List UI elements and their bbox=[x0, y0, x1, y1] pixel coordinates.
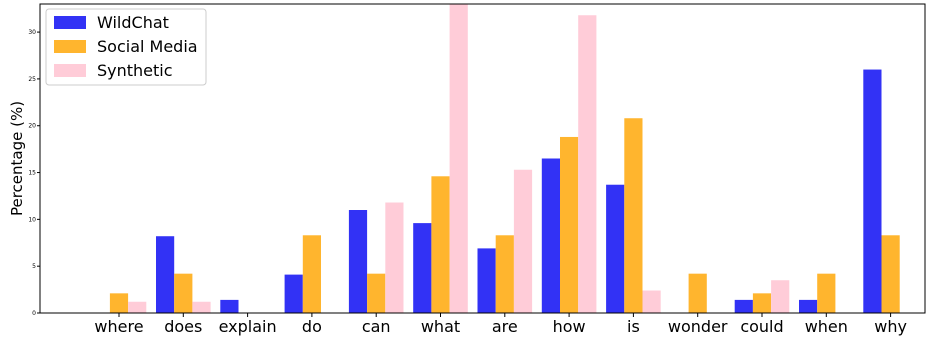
bar-wildchat-is bbox=[606, 184, 625, 313]
legend: WildChat Social Media Synthetic bbox=[45, 8, 207, 86]
bar-social-media-what bbox=[431, 176, 450, 313]
legend-swatch-synthetic bbox=[54, 64, 86, 77]
x-tick-label-what: what bbox=[421, 317, 460, 336]
bar-synthetic-how bbox=[578, 15, 597, 314]
bar-wildchat-could bbox=[734, 299, 753, 313]
bar-wildchat-what bbox=[413, 223, 432, 313]
y-tick-label-0: 0 bbox=[32, 310, 36, 317]
bar-social-media-where bbox=[109, 293, 129, 313]
x-tick-label-is: is bbox=[627, 317, 640, 336]
bar-synthetic-what bbox=[449, 4, 468, 313]
x-tick-label-where: where bbox=[94, 317, 143, 336]
bar-wildchat-explain bbox=[220, 299, 239, 313]
bar-social-media-could bbox=[752, 293, 772, 313]
bar-synthetic-can bbox=[385, 202, 404, 313]
legend-swatch-wildchat bbox=[54, 16, 86, 29]
bar-social-media-are bbox=[495, 235, 514, 313]
bar-wildchat-why bbox=[863, 69, 882, 313]
y-tick-label-15: 15 bbox=[28, 170, 36, 177]
y-axis-label: Percentage (%) bbox=[8, 101, 26, 216]
x-tick-label-how: how bbox=[553, 317, 586, 336]
legend-swatch-social-media bbox=[54, 40, 86, 53]
bar-social-media-why bbox=[881, 235, 900, 313]
bar-social-media-do bbox=[302, 235, 321, 313]
x-tick-label-can: can bbox=[362, 317, 391, 336]
legend-label-wildchat: WildChat bbox=[97, 13, 169, 32]
bars-group bbox=[109, 4, 900, 314]
bar-wildchat-can bbox=[348, 210, 368, 313]
bar-wildchat-are bbox=[477, 248, 496, 313]
x-axis-ticks: where does explain do can what are how is wonder c… bbox=[94, 313, 907, 336]
bar-social-media-does bbox=[174, 273, 193, 313]
x-tick-label-are: are bbox=[492, 317, 518, 336]
y-tick-label-20: 20 bbox=[28, 123, 36, 130]
bar-wildchat-how bbox=[541, 158, 560, 313]
y-tick-label-5: 5 bbox=[32, 263, 36, 270]
bar-wildchat-do bbox=[284, 274, 303, 313]
x-tick-label-could: could bbox=[740, 317, 783, 336]
x-tick-label-does: does bbox=[164, 317, 202, 336]
x-tick-label-wonder: wonder bbox=[668, 317, 728, 336]
legend-label-social-media: Social Media bbox=[97, 37, 198, 56]
bar-synthetic-does bbox=[192, 301, 211, 313]
y-tick-label-25: 25 bbox=[28, 76, 36, 83]
bar-wildchat-when bbox=[799, 299, 818, 313]
bar-social-media-is bbox=[624, 118, 643, 314]
x-tick-label-why: why bbox=[874, 317, 907, 336]
bar-social-media-how bbox=[560, 136, 579, 313]
x-tick-label-explain: explain bbox=[219, 317, 277, 336]
legend-label-synthetic: Synthetic bbox=[97, 61, 173, 80]
bar-synthetic-where bbox=[128, 301, 147, 313]
bar-synthetic-is bbox=[642, 290, 661, 313]
bar-social-media-wonder bbox=[688, 273, 707, 313]
x-tick-label-when: when bbox=[805, 317, 848, 336]
bar-social-media-when bbox=[817, 273, 836, 313]
bar-wildchat-does bbox=[156, 236, 175, 313]
y-axis-ticks: 0 5 10 15 20 25 30 bbox=[28, 29, 40, 317]
x-tick-label-do: do bbox=[302, 317, 322, 336]
y-tick-label-10: 10 bbox=[28, 216, 36, 223]
bar-synthetic-are bbox=[513, 169, 533, 313]
plot-frame bbox=[39, 3, 926, 314]
bar-social-media-can bbox=[367, 273, 386, 313]
y-tick-label-30: 30 bbox=[28, 29, 36, 36]
bar-synthetic-could bbox=[771, 280, 790, 313]
